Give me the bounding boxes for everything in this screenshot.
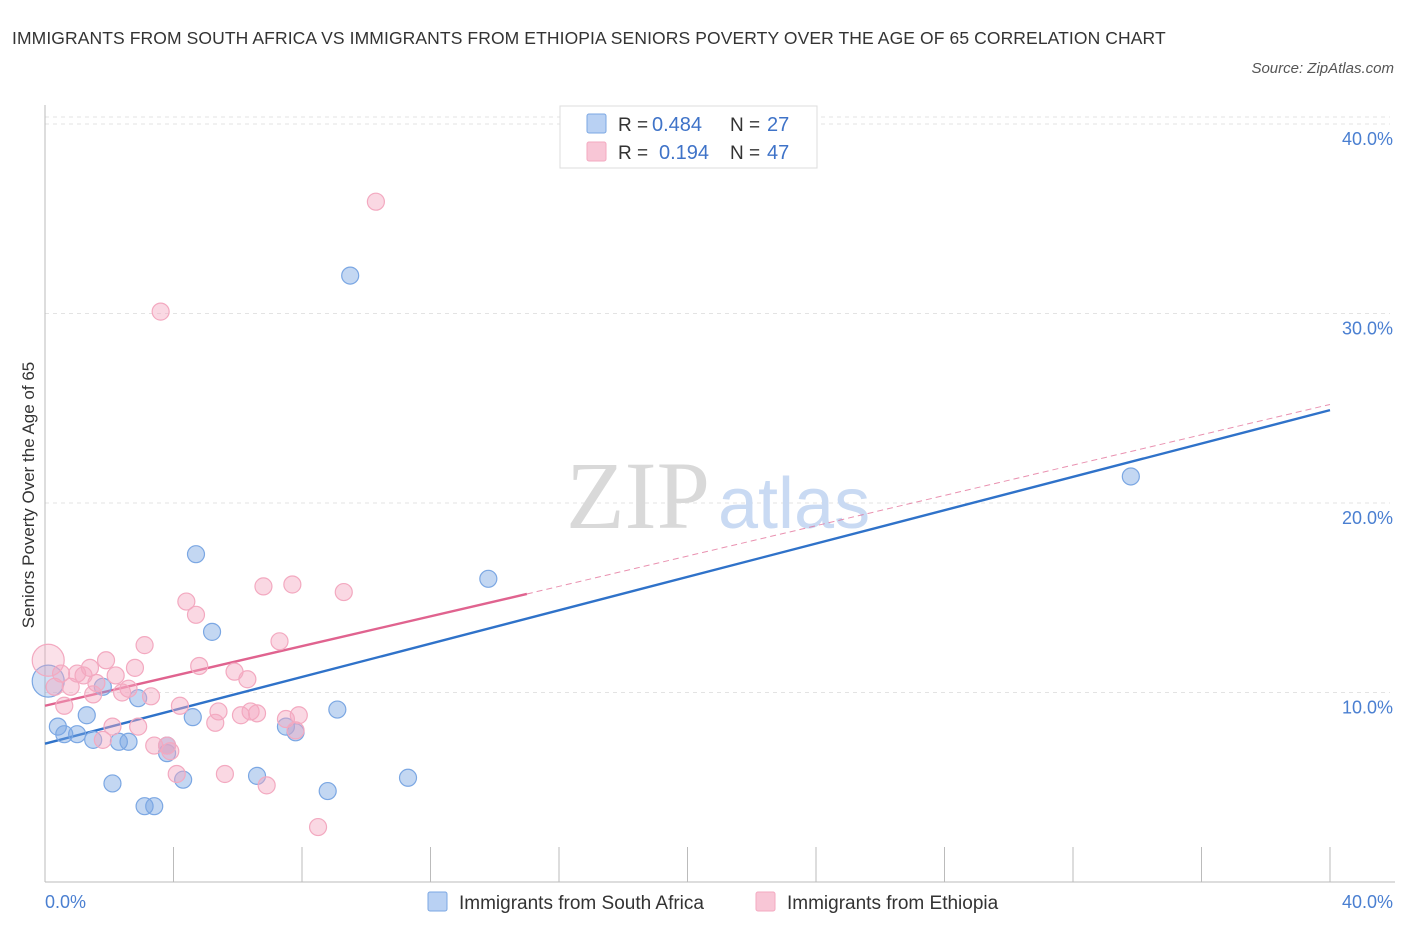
point-ethiopia-19 <box>141 687 161 706</box>
legend-r-value-2: 0.194 <box>659 142 709 164</box>
watermark-atlas: atlas <box>718 464 870 544</box>
point-south-africa-20 <box>276 717 296 736</box>
point-ethiopia-31 <box>215 764 234 784</box>
bottom-legend-swatch-south-africa <box>427 891 448 912</box>
point-ethiopia-27 <box>186 605 206 624</box>
grid-lines <box>45 116 1390 693</box>
point-ethiopia-22 <box>157 736 177 755</box>
legend-r-label-1: R = <box>618 115 648 136</box>
legend-swatch-ethiopia <box>586 141 607 162</box>
point-south-africa-9 <box>119 732 138 751</box>
y-tick-label-3: 40.0% <box>1342 129 1393 149</box>
watermark: ZIP atlas <box>566 442 870 549</box>
point-ethiopia-12 <box>103 717 122 736</box>
point-ethiopia-17 <box>129 717 148 736</box>
source-label: Source: ZipAtlas.com <box>1251 60 1394 77</box>
point-ethiopia-36 <box>247 704 267 723</box>
point-ethiopia-34 <box>238 670 257 689</box>
point-south-africa-17 <box>186 545 206 564</box>
point-ethiopia-35 <box>241 702 260 721</box>
point-ethiopia-26 <box>177 592 196 611</box>
x-tick-label-0: 0.0% <box>45 892 86 912</box>
point-ethiopia-3 <box>55 696 74 715</box>
point-ethiopia-10 <box>93 730 112 749</box>
point-ethiopia-24 <box>167 764 186 784</box>
legend-n-label-2: N = <box>730 143 760 164</box>
point-ethiopia-43 <box>289 706 308 725</box>
point-ethiopia-44 <box>308 817 328 837</box>
point-south-africa-23 <box>328 700 347 719</box>
y-tick-label-1: 20.0% <box>1342 508 1393 528</box>
series-legend: Immigrants from South Africa Immigrants … <box>427 891 999 914</box>
point-south-africa-7 <box>103 774 122 793</box>
point-ethiopia-7 <box>80 658 100 677</box>
chart-title: IMMIGRANTS FROM SOUTH AFRICA VS IMMIGRAN… <box>12 28 1166 48</box>
point-ethiopia-21 <box>151 302 170 321</box>
point-ethiopia-39 <box>270 632 289 651</box>
x-tick-label-1: 40.0% <box>1342 892 1393 912</box>
point-ethiopia-29 <box>206 713 225 732</box>
stats-legend: R = 0.484 N = 27 R = 0.194 N = 47 <box>559 105 818 169</box>
point-ethiopia-9 <box>87 673 106 693</box>
y-tick-label-2: 30.0% <box>1342 319 1393 339</box>
point-south-africa-8 <box>109 732 128 751</box>
legend-r-label-2: R = <box>618 143 648 164</box>
watermark-zip: ZIP <box>566 442 710 549</box>
point-south-africa-19 <box>247 766 267 785</box>
point-south-africa-5 <box>84 730 103 749</box>
point-ethiopia-30 <box>209 702 228 721</box>
point-ethiopia-11 <box>96 651 116 670</box>
y-axis-label: Seniors Poverty Over the Age of 65 <box>19 362 38 628</box>
bottom-legend-label-south-africa: Immigrants from South Africa <box>459 893 704 914</box>
point-south-africa-11 <box>135 797 154 816</box>
point-ethiopia-13 <box>106 666 125 685</box>
point-ethiopia-15 <box>119 679 138 698</box>
point-south-africa-26 <box>479 569 498 588</box>
bottom-legend-swatch-ethiopia <box>755 891 776 912</box>
legend-swatch-south-africa <box>586 113 607 134</box>
point-ethiopia-37 <box>254 577 273 596</box>
y-tick-labels: 10.0% 20.0% 30.0% 40.0% <box>1342 129 1393 718</box>
point-ethiopia-28 <box>190 656 209 676</box>
legend-n-label-1: N = <box>730 115 760 136</box>
point-south-africa-16 <box>183 708 202 727</box>
point-ethiopia-42 <box>286 721 305 740</box>
legend-r-value-1: 0.484 <box>652 114 702 136</box>
point-ethiopia-46 <box>366 192 385 211</box>
y-tick-label-0: 10.0% <box>1342 698 1393 718</box>
trend-line-0 <box>44 408 1331 745</box>
point-ethiopia-18 <box>135 636 154 655</box>
point-south-africa-1 <box>48 717 67 736</box>
legend-n-value-2: 47 <box>767 142 789 164</box>
point-south-africa-18 <box>202 622 222 641</box>
x-tick-labels: 0.0% 40.0% <box>45 892 1393 912</box>
point-ethiopia-33 <box>231 706 251 725</box>
point-south-africa-12 <box>145 797 164 816</box>
point-ethiopia-38 <box>257 776 276 795</box>
point-ethiopia-23 <box>161 742 180 761</box>
point-south-africa-4 <box>77 706 96 725</box>
bottom-legend-label-ethiopia: Immigrants from Ethiopia <box>787 893 999 914</box>
point-south-africa-25 <box>398 768 418 787</box>
axes <box>44 105 1395 883</box>
legend-n-value-1: 27 <box>767 114 789 136</box>
point-south-africa-22 <box>318 781 337 801</box>
trend-lines <box>44 403 1331 745</box>
point-south-africa-27 <box>1121 467 1140 486</box>
trend-line-dashed-1 <box>526 403 1331 595</box>
point-ethiopia-16 <box>125 658 145 677</box>
point-ethiopia-45 <box>334 582 353 602</box>
point-ethiopia-8 <box>84 685 103 704</box>
point-south-africa-2 <box>55 725 74 744</box>
point-ethiopia-2 <box>51 664 71 683</box>
point-south-africa-24 <box>341 266 360 285</box>
point-ethiopia-0 <box>31 643 65 677</box>
trend-line-1 <box>44 592 528 707</box>
point-south-africa-3 <box>68 725 87 744</box>
point-ethiopia-41 <box>283 575 302 594</box>
point-ethiopia-25 <box>170 696 190 715</box>
data-points <box>31 192 1140 837</box>
point-ethiopia-20 <box>145 736 164 755</box>
